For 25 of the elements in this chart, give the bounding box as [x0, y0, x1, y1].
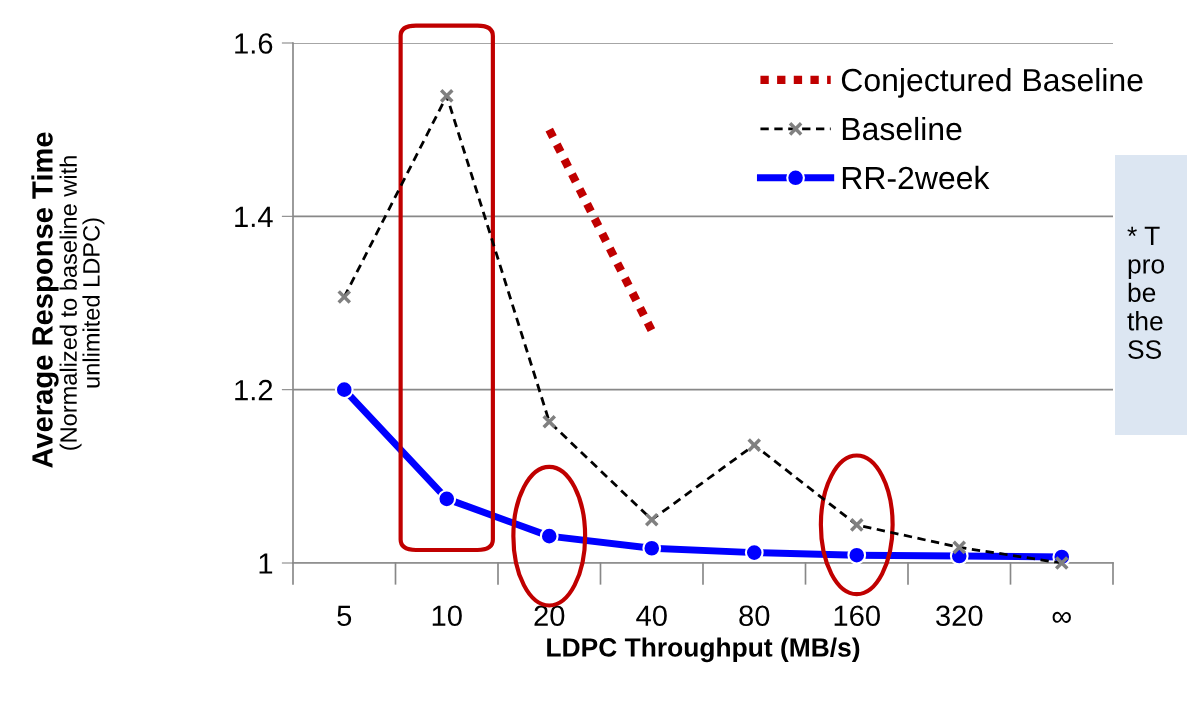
- text: * T pro be the SS: [1127, 226, 1165, 359]
- y-tick-label: 1.6: [235, 33, 273, 54]
- legend-label: RR-2week: [842, 165, 990, 190]
- x-tick-label: 320: [936, 605, 983, 627]
- text: Average Response Time: [31, 132, 59, 468]
- x-tick-label: 10: [432, 605, 462, 627]
- point: [334, 380, 354, 400]
- y-tick-label: 1.2: [235, 379, 273, 401]
- x-tick-label: 160: [834, 605, 880, 627]
- legend-label: Conjectured Baseline: [841, 67, 1143, 98]
- point: [642, 538, 662, 558]
- point: [539, 526, 559, 546]
- x-tick-label: 20: [534, 605, 565, 627]
- text: (Normalized to baseline with unlimited LDPC): [59, 156, 105, 450]
- point: [744, 543, 764, 562]
- point: [437, 489, 457, 509]
- legend-label: Baseline: [842, 116, 962, 141]
- x-tick-label: 5: [337, 605, 352, 627]
- x-axis-title: LDPC Throughput (MB/s): [547, 637, 860, 663]
- x-tick-label: 80: [739, 605, 770, 627]
- x-tick-label: 40: [636, 605, 667, 627]
- point: [847, 545, 867, 565]
- x-tick-label: ∞: [1052, 611, 1071, 623]
- y-tick-label: 1.4: [235, 206, 273, 227]
- y-tick-label: 1: [259, 553, 273, 574]
